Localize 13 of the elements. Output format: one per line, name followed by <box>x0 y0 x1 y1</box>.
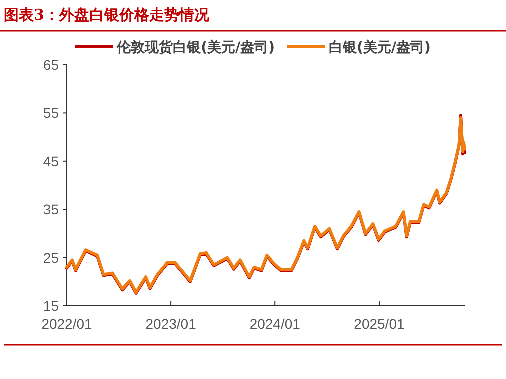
x-tick-label: 2024/01 <box>250 316 301 332</box>
legend-label: 伦敦现货白银(美元/盎司) <box>116 39 275 56</box>
x-tick-label: 2022/01 <box>42 316 93 332</box>
chart-title: 图表3：外盘白银价格走势情况 <box>4 6 210 24</box>
y-tick-label: 35 <box>43 202 60 218</box>
y-tick-label: 25 <box>43 250 60 266</box>
y-tick-label: 45 <box>43 153 60 170</box>
y-tick-label: 15 <box>43 298 60 314</box>
legend-label: 白银(美元/盎司) <box>329 39 431 56</box>
y-tick-label: 65 <box>43 57 60 73</box>
x-tick-label: 2023/01 <box>146 316 197 332</box>
x-tick-label: 2025/01 <box>354 316 405 332</box>
y-tick-label: 55 <box>43 105 60 122</box>
